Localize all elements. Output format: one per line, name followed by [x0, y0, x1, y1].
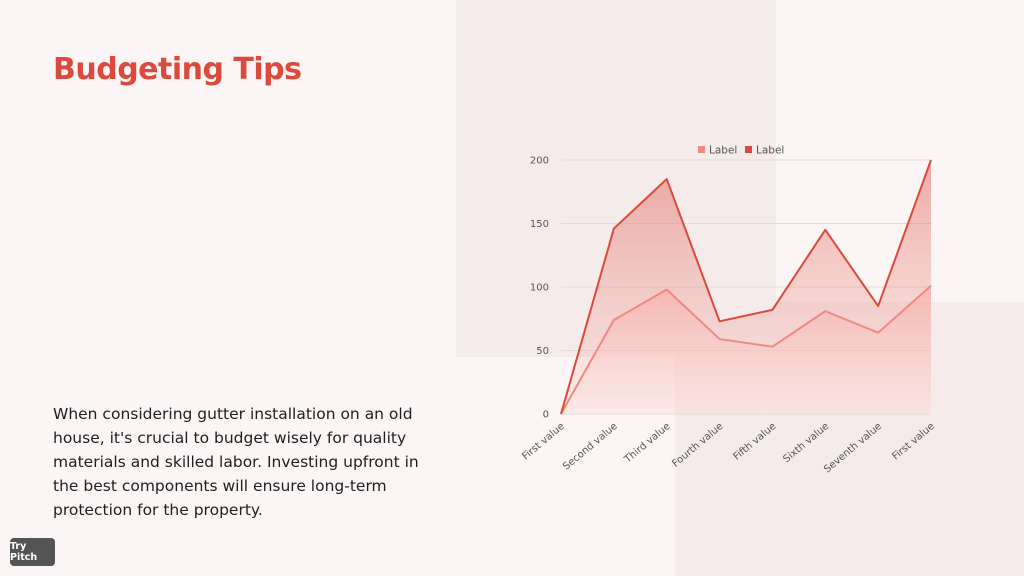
x-tick-label: First value [890, 421, 937, 463]
chart-areas [561, 160, 931, 414]
y-tick-label: 100 [530, 283, 549, 294]
chart-lines [560, 159, 932, 415]
legend-label: Label [709, 145, 737, 157]
legend-swatch [698, 146, 705, 153]
y-tick-label: 200 [530, 156, 549, 167]
x-tick-label: Fifth value [732, 421, 779, 463]
series-line [560, 159, 932, 415]
chart-legend: Label Label [698, 145, 784, 157]
x-tick-label: First value [520, 421, 567, 463]
series-area [561, 285, 931, 414]
slide-title: Budgeting Tips [53, 52, 302, 87]
x-tick-label: Third value [622, 421, 673, 466]
y-tick-label: 150 [530, 219, 549, 230]
x-tick-label: Fourth value [670, 421, 725, 470]
slide-body-text: When considering gutter installation on … [53, 405, 419, 519]
x-tick-label: Second value [561, 421, 620, 473]
legend-label: Label [756, 145, 784, 157]
y-tick-label: 0 [543, 410, 549, 421]
try-pitch-button[interactable]: Try Pitch [10, 538, 55, 566]
legend-swatch [745, 146, 752, 153]
x-tick-label: Seventh value [822, 421, 884, 475]
y-tick-label: 50 [536, 346, 549, 357]
series-line [560, 284, 932, 415]
x-tick-label: Sixth value [781, 421, 831, 465]
